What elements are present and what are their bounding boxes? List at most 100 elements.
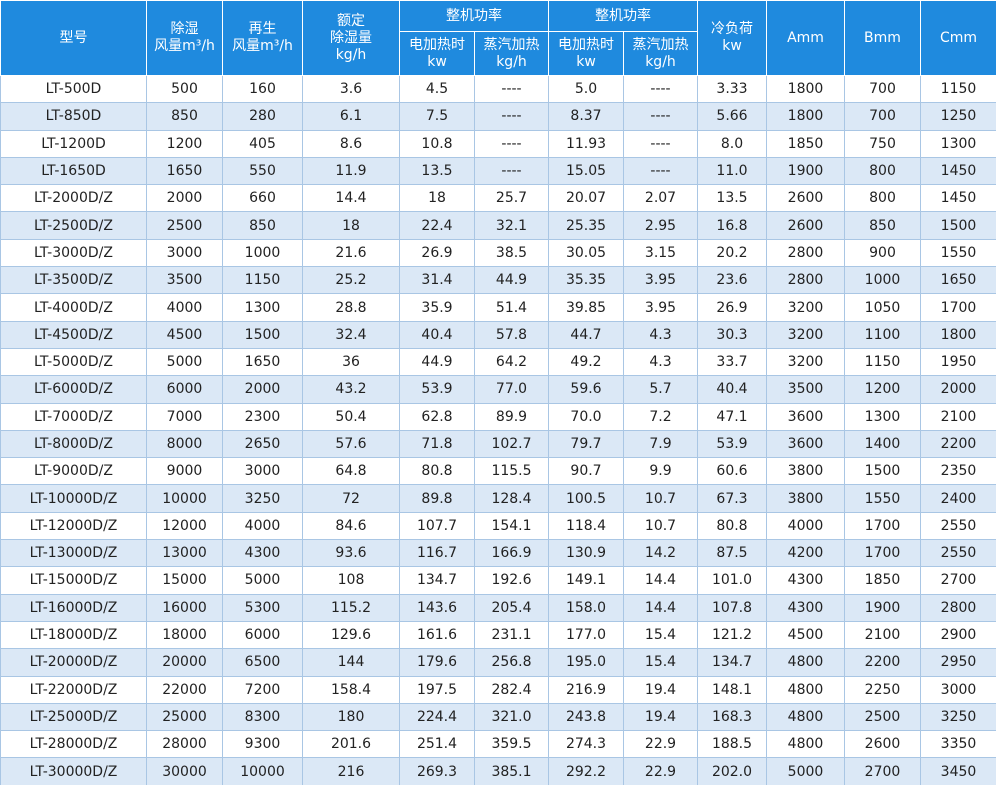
table-cell: 22.9 bbox=[623, 757, 698, 785]
table-cell: ---- bbox=[474, 156, 549, 186]
table-cell: 3800 bbox=[766, 457, 845, 486]
table-cell: 18000 bbox=[146, 620, 223, 650]
table-cell: 1700 bbox=[844, 511, 921, 541]
table-cell: 3800 bbox=[766, 484, 845, 513]
table-cell: 2200 bbox=[920, 429, 996, 459]
table-cell: 1650 bbox=[222, 347, 303, 377]
table-cell: ---- bbox=[474, 74, 549, 104]
table-cell: 1900 bbox=[766, 156, 845, 186]
table-cell: LT-850D bbox=[0, 102, 147, 131]
table-cell: 4300 bbox=[766, 593, 845, 622]
header-line: 蒸汽加热 bbox=[483, 36, 540, 53]
table-cell: ---- bbox=[474, 102, 549, 131]
table-cell: 1800 bbox=[920, 320, 996, 349]
table-cell: 6500 bbox=[222, 648, 303, 677]
header-line: 冷负荷 bbox=[711, 21, 753, 37]
table-cell: 59.6 bbox=[548, 375, 624, 404]
table-cell: 3500 bbox=[146, 266, 223, 295]
table-cell: 3.15 bbox=[623, 238, 698, 268]
header-line: kg/h bbox=[645, 53, 676, 70]
table-cell: LT-6000D/Z bbox=[0, 375, 147, 404]
table-cell: 2600 bbox=[766, 184, 845, 213]
header-cell: Cmm bbox=[920, 0, 996, 76]
table-cell: 32.4 bbox=[302, 320, 400, 349]
table-cell: 231.1 bbox=[474, 620, 549, 650]
table-cell: 4800 bbox=[766, 730, 845, 759]
table-row: LT-12000D/Z 12000 4000 84.6 107.7 154.1 118.4 1… bbox=[0, 511, 996, 541]
table-cell: 15000 bbox=[146, 566, 223, 595]
table-cell: ---- bbox=[474, 129, 549, 158]
table-cell: ---- bbox=[623, 156, 698, 186]
header-line: kw bbox=[427, 53, 447, 70]
table-cell: 100.5 bbox=[548, 484, 624, 513]
header-text: Bmm bbox=[864, 29, 901, 46]
table-cell: 850 bbox=[222, 211, 303, 240]
table-cell: 115.2 bbox=[302, 593, 400, 622]
table-cell: 3.95 bbox=[623, 293, 698, 322]
table-cell: 192.6 bbox=[474, 566, 549, 595]
table-cell: 1550 bbox=[844, 484, 921, 513]
table-cell: 2000 bbox=[222, 375, 303, 404]
header-cell: 除湿 风量m³/h bbox=[146, 0, 223, 76]
table-cell: 168.3 bbox=[697, 702, 767, 732]
table-cell: 11.93 bbox=[548, 129, 624, 158]
table-cell: 359.5 bbox=[474, 730, 549, 759]
table-cell: 3200 bbox=[766, 293, 845, 322]
table-cell: 14.2 bbox=[623, 539, 698, 568]
table-cell: 2000 bbox=[920, 375, 996, 404]
table-cell: 385.1 bbox=[474, 757, 549, 785]
table-cell: 7.9 bbox=[623, 429, 698, 459]
table-cell: 10.8 bbox=[399, 129, 475, 158]
table-cell: 1300 bbox=[920, 129, 996, 158]
table-cell: 1900 bbox=[844, 593, 921, 622]
header-text: 整机功率 bbox=[595, 7, 651, 24]
table-cell: 11.9 bbox=[302, 156, 400, 186]
table-cell: LT-2500D/Z bbox=[0, 211, 147, 240]
table-cell: 4.5 bbox=[399, 74, 475, 104]
table-cell: LT-12000D/Z bbox=[0, 511, 147, 541]
table-cell: 188.5 bbox=[697, 730, 767, 759]
table-cell: 1700 bbox=[920, 293, 996, 322]
table-cell: 5000 bbox=[222, 566, 303, 595]
table-cell: 180 bbox=[302, 702, 400, 732]
table-row: LT-25000D/Z 25000 8300 180 224.4 321.0 243.8 19… bbox=[0, 702, 996, 732]
table-cell: 38.5 bbox=[474, 238, 549, 268]
table-cell: 44.9 bbox=[474, 266, 549, 295]
table-cell: LT-1650D bbox=[0, 156, 147, 186]
table-cell: 5.7 bbox=[623, 375, 698, 404]
table-cell: 4800 bbox=[766, 648, 845, 677]
table-row: LT-500D 500 160 3.6 4.5 ---- 5.0 ---- 3.33 1800 70… bbox=[0, 74, 996, 104]
table-row: LT-18000D/Z 18000 6000 129.6 161.6 231.1 177.0… bbox=[0, 620, 996, 650]
table-cell: 1300 bbox=[222, 293, 303, 322]
table-cell: 13.5 bbox=[399, 156, 475, 186]
table-cell: 179.6 bbox=[399, 648, 475, 677]
table-cell: 1700 bbox=[844, 539, 921, 568]
table-cell: 15.05 bbox=[548, 156, 624, 186]
table-cell: 3.6 bbox=[302, 74, 400, 104]
header-cell: 再生 风量m³/h bbox=[222, 0, 303, 76]
table-cell: 158.4 bbox=[302, 675, 400, 704]
table-cell: 2600 bbox=[844, 730, 921, 759]
table-cell: 51.4 bbox=[474, 293, 549, 322]
table-cell: 850 bbox=[844, 211, 921, 240]
table-cell: 35.35 bbox=[548, 266, 624, 295]
table-cell: 256.8 bbox=[474, 648, 549, 677]
table-cell: 1850 bbox=[844, 566, 921, 595]
table-cell: 4500 bbox=[146, 320, 223, 349]
table-cell: 36 bbox=[302, 347, 400, 377]
table-cell: 134.7 bbox=[399, 566, 475, 595]
table-cell: 201.6 bbox=[302, 730, 400, 759]
table-cell: 134.7 bbox=[697, 648, 767, 677]
table-cell: 128.4 bbox=[474, 484, 549, 513]
table-cell: 1150 bbox=[222, 266, 303, 295]
header-line: 再生 bbox=[248, 21, 277, 37]
table-cell: LT-4000D/Z bbox=[0, 293, 147, 322]
table-cell: LT-2000D/Z bbox=[0, 184, 147, 213]
table-cell: 800 bbox=[844, 184, 921, 213]
table-cell: 13000 bbox=[146, 539, 223, 568]
header-cell: 蒸汽加热 kg/h bbox=[474, 31, 549, 76]
table-cell: 2100 bbox=[844, 620, 921, 650]
table-row: LT-16000D/Z 16000 5300 115.2 143.6 205.4 158.0… bbox=[0, 593, 996, 622]
table-cell: 2.07 bbox=[623, 184, 698, 213]
